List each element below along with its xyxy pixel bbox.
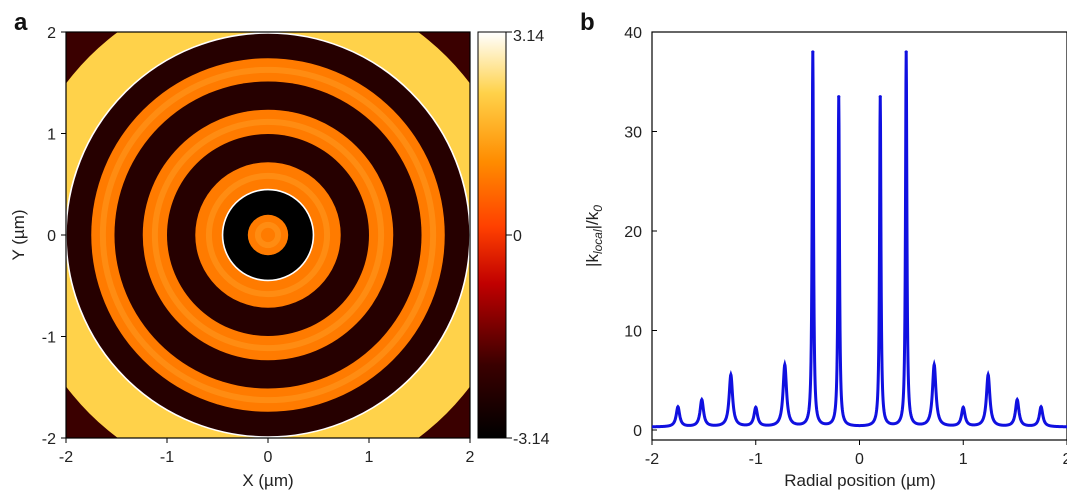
peak-point-0 (676, 405, 680, 409)
peak-point-6 (837, 95, 841, 99)
ring-highlight-1 (205, 172, 331, 298)
inner-boundary (221, 188, 315, 282)
colorbar-min-label: -3.14 (513, 431, 550, 448)
line-y-tick-label: 30 (624, 125, 642, 142)
peak-point-3 (754, 406, 758, 410)
peak-point-9 (932, 363, 936, 367)
line-x-ticks: -2 -1 0 1 2 (645, 440, 1067, 468)
heatmap-y-tick-label: -1 (42, 330, 56, 347)
heatmap-x-tick-label: -1 (160, 449, 174, 466)
peak-point-8 (904, 50, 908, 54)
colorbar (477, 31, 507, 439)
heatmap-y-tick-label: 1 (47, 127, 56, 144)
heatmap-y-tick-label: 0 (47, 228, 56, 245)
line-x-tick-label: -2 (645, 451, 659, 468)
peak-point-1 (700, 398, 704, 402)
ring-highlight-0 (254, 221, 282, 249)
colorbar-mid-label: 0 (513, 228, 522, 245)
line-y-tick-label: 0 (633, 423, 642, 440)
panel-a-label: a (14, 9, 28, 36)
peak-point-2 (729, 373, 733, 377)
peak-point-10 (961, 406, 965, 410)
heatmap-x-ticks: -2 -1 0 1 2 (59, 438, 475, 466)
panel-b-label: b (580, 9, 595, 36)
ring-highlight-2 (151, 118, 385, 352)
heatmap-y-label: Y (µm) (9, 209, 28, 260)
peak-point-12 (1015, 398, 1019, 402)
phase-ring-8 (247, 214, 289, 256)
line-x-label: Radial position (µm) (784, 471, 936, 490)
heatmap-x-label: X (µm) (242, 471, 293, 490)
peak-points (676, 50, 1043, 410)
heatmap-y-ticks: -2 -1 0 1 2 (42, 25, 66, 448)
heatmap-x-tick-label: 1 (365, 449, 374, 466)
line-y-ticks: 0 10 20 30 40 (624, 25, 657, 440)
peak-point-5 (811, 50, 815, 54)
line-y-tick-label: 20 (624, 224, 642, 241)
heatmap-x-tick-label: -2 (59, 449, 73, 466)
colorbar-max-label: 3.14 (513, 28, 544, 45)
ring-highlight-3 (99, 66, 437, 404)
outer-boundary (66, 32, 470, 438)
line-x-tick-label: 2 (1063, 451, 1067, 468)
heatmap-x-tick-label: 0 (264, 449, 273, 466)
line-x-tick-label: -1 (749, 451, 763, 468)
heatmap-x-tick-label: 2 (466, 449, 475, 466)
line-y-tick-label: 10 (624, 324, 642, 341)
peak-point-7 (878, 95, 882, 99)
peak-point-13 (1039, 405, 1043, 409)
phase-heatmap (66, 32, 470, 438)
peak-point-11 (986, 373, 990, 377)
k-local-series-line (652, 51, 1067, 429)
peak-point-4 (783, 363, 787, 367)
heatmap-y-tick-label: -2 (42, 431, 56, 448)
line-y-tick-label: 40 (624, 25, 642, 42)
line-y-label: |klocal|/k0 (583, 205, 605, 267)
line-x-tick-label: 1 (959, 451, 968, 468)
line-x-tick-label: 0 (855, 451, 864, 468)
line-plot-frame (651, 31, 1067, 441)
heatmap-y-tick-label: 2 (47, 25, 56, 42)
